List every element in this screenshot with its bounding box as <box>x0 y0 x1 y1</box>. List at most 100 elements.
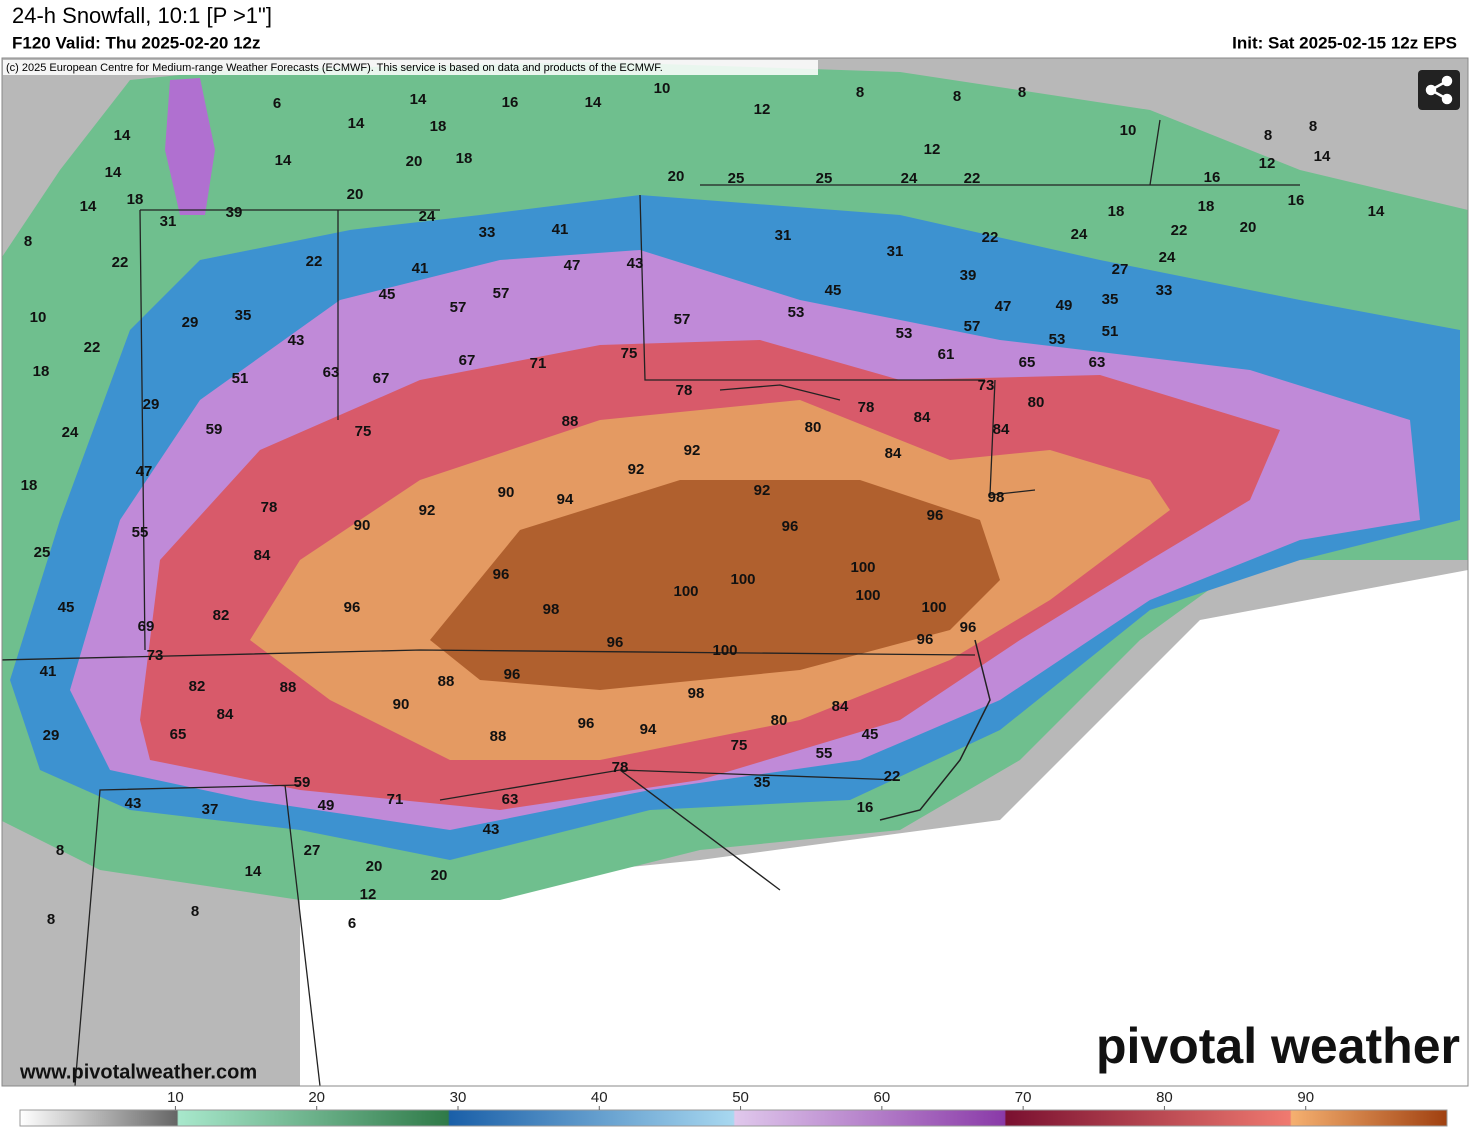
snow-label: 84 <box>832 698 849 715</box>
snow-label: 90 <box>354 517 371 534</box>
snow-label: 35 <box>754 774 771 791</box>
valid-time: F120 Valid: Thu 2025-02-20 12z <box>12 33 261 52</box>
snow-label: 82 <box>213 607 230 624</box>
snow-label: 96 <box>927 507 944 524</box>
share-button[interactable] <box>1418 70 1460 110</box>
colorbar-tick-label: 50 <box>732 1089 749 1106</box>
snow-label: 14 <box>105 164 122 181</box>
snow-label: 96 <box>917 631 934 648</box>
snow-label: 53 <box>896 325 913 342</box>
snow-label: 18 <box>1198 198 1215 215</box>
snow-label: 24 <box>901 170 918 187</box>
snow-label: 84 <box>914 409 931 426</box>
snow-label: 16 <box>857 799 874 816</box>
snow-label: 33 <box>1156 282 1173 299</box>
snow-label: 84 <box>885 445 902 462</box>
snow-label: 39 <box>960 267 977 284</box>
snow-label: 8 <box>1018 84 1026 101</box>
snow-label: 25 <box>34 544 51 561</box>
snow-label: 92 <box>628 461 645 478</box>
copyright: (c) 2025 European Centre for Medium-rang… <box>6 62 663 74</box>
snow-label: 20 <box>431 867 448 884</box>
snow-label: 57 <box>493 285 510 302</box>
snow-label: 14 <box>1368 203 1385 220</box>
snow-label: 25 <box>728 170 745 187</box>
snow-label: 73 <box>147 647 164 664</box>
snow-label: 29 <box>143 396 160 413</box>
snow-label: 63 <box>1089 354 1106 371</box>
band-brown <box>430 480 1000 690</box>
snow-label: 43 <box>125 795 142 812</box>
snow-label: 41 <box>552 221 569 238</box>
snow-label: 14 <box>80 198 97 215</box>
snow-label: 100 <box>730 571 755 588</box>
snow-label: 90 <box>498 484 515 501</box>
snow-label: 10 <box>1120 122 1137 139</box>
snow-label: 75 <box>621 345 638 362</box>
snow-label: 33 <box>479 224 496 241</box>
snow-label: 98 <box>988 489 1005 506</box>
snow-label: 75 <box>355 423 372 440</box>
snow-label: 37 <box>202 801 219 818</box>
snow-label: 22 <box>1171 222 1188 239</box>
snow-label: 100 <box>921 599 946 616</box>
snow-label: 8 <box>953 88 961 105</box>
snow-label: 100 <box>673 583 698 600</box>
snow-label: 22 <box>884 768 901 785</box>
snow-label: 20 <box>406 153 423 170</box>
snow-label: 92 <box>684 442 701 459</box>
snow-label: 16 <box>502 94 519 111</box>
snow-label: 20 <box>1240 219 1257 236</box>
colorbar-tick-label: 60 <box>874 1089 891 1106</box>
snow-label: 88 <box>562 413 579 430</box>
snow-label: 96 <box>493 566 510 583</box>
snow-label: 6 <box>273 95 281 112</box>
snow-label: 53 <box>1049 331 1066 348</box>
snow-label: 84 <box>254 547 271 564</box>
snow-label: 12 <box>754 101 771 118</box>
snow-label: 96 <box>344 599 361 616</box>
snow-label: 14 <box>410 91 427 108</box>
snow-label: 51 <box>1102 323 1119 340</box>
snow-label: 18 <box>33 363 50 380</box>
snow-label: 78 <box>676 382 693 399</box>
snow-label: 14 <box>585 94 602 111</box>
snow-label: 80 <box>1028 394 1045 411</box>
snow-label: 31 <box>887 243 904 260</box>
snow-label: 84 <box>217 706 234 723</box>
snow-label: 75 <box>731 737 748 754</box>
snow-label: 31 <box>160 213 177 230</box>
snow-label: 24 <box>1071 226 1088 243</box>
colorbar-tick-label: 20 <box>308 1089 325 1106</box>
colorbar-tick-label: 40 <box>591 1089 608 1106</box>
snow-label: 90 <box>393 696 410 713</box>
snow-label: 14 <box>275 152 292 169</box>
snow-label: 10 <box>30 309 47 326</box>
snow-label: 92 <box>754 482 771 499</box>
snow-label: 63 <box>323 364 340 381</box>
snow-label: 94 <box>640 721 657 738</box>
snow-label: 8 <box>24 233 32 250</box>
snow-label: 45 <box>379 286 396 303</box>
snow-label: 88 <box>490 728 507 745</box>
snow-label: 22 <box>84 339 101 356</box>
snow-label: 61 <box>938 346 955 363</box>
snow-label: 59 <box>206 421 223 438</box>
snow-label: 22 <box>982 229 999 246</box>
snow-label: 24 <box>1159 249 1176 266</box>
snow-label: 96 <box>578 715 595 732</box>
snow-label: 14 <box>348 115 365 132</box>
snow-label: 8 <box>1264 127 1272 144</box>
snow-label: 27 <box>304 842 321 859</box>
snow-label: 67 <box>459 352 476 369</box>
snow-label: 63 <box>502 791 519 808</box>
snow-label: 22 <box>306 253 323 270</box>
snow-label: 92 <box>419 502 436 519</box>
snow-label: 65 <box>1019 354 1036 371</box>
init-time: Init: Sat 2025-02-15 12z EPS <box>1232 33 1457 52</box>
snow-label: 57 <box>450 299 467 316</box>
snow-label: 96 <box>504 666 521 683</box>
snow-label: 22 <box>964 170 981 187</box>
